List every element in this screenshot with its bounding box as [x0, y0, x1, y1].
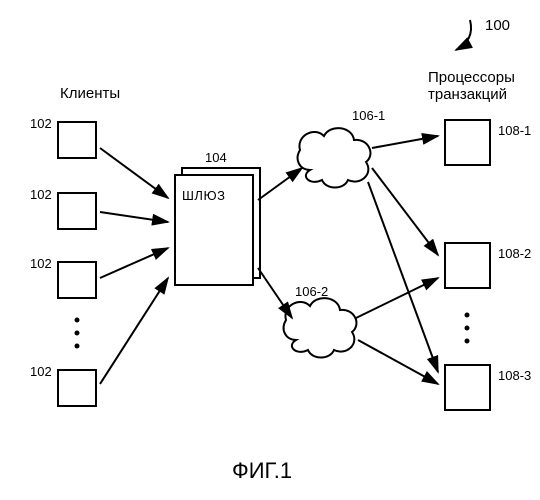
clients-heading: Клиенты — [60, 85, 120, 102]
figure-id: 100 — [485, 17, 510, 34]
gateway-id: 104 — [205, 150, 227, 165]
client-id: 102 — [30, 116, 52, 131]
processor-box: 108-2 — [445, 243, 531, 288]
client-box: 102 — [30, 364, 96, 406]
gateway-label: ШЛЮЗ — [182, 188, 225, 203]
processor-id: 108-2 — [498, 246, 531, 261]
ellipsis-icon — [75, 318, 80, 349]
gateway-node: ШЛЮЗ 104 — [175, 150, 260, 285]
client-id: 102 — [30, 256, 52, 271]
processors-heading-l2: транзакций — [428, 86, 507, 103]
client-box: 102 — [30, 187, 96, 229]
client-id: 102 — [30, 364, 52, 379]
processors-heading: Процессоры транзакций — [428, 69, 519, 103]
client-box: 102 — [30, 116, 96, 158]
cloud-id: 106-1 — [352, 108, 385, 123]
figure-caption: ФИГ.1 — [232, 458, 292, 483]
processor-box: 108-1 — [445, 120, 531, 165]
cloud-id: 106-2 — [295, 284, 328, 299]
cloud-node: 106-2 — [284, 284, 357, 358]
processor-id: 108-3 — [498, 368, 531, 383]
processor-id: 108-1 — [498, 123, 531, 138]
ellipsis-icon — [465, 313, 470, 344]
processors-heading-l1: Процессоры — [428, 69, 515, 86]
processor-box: 108-3 — [445, 365, 531, 410]
client-id: 102 — [30, 187, 52, 202]
client-box: 102 — [30, 256, 96, 298]
